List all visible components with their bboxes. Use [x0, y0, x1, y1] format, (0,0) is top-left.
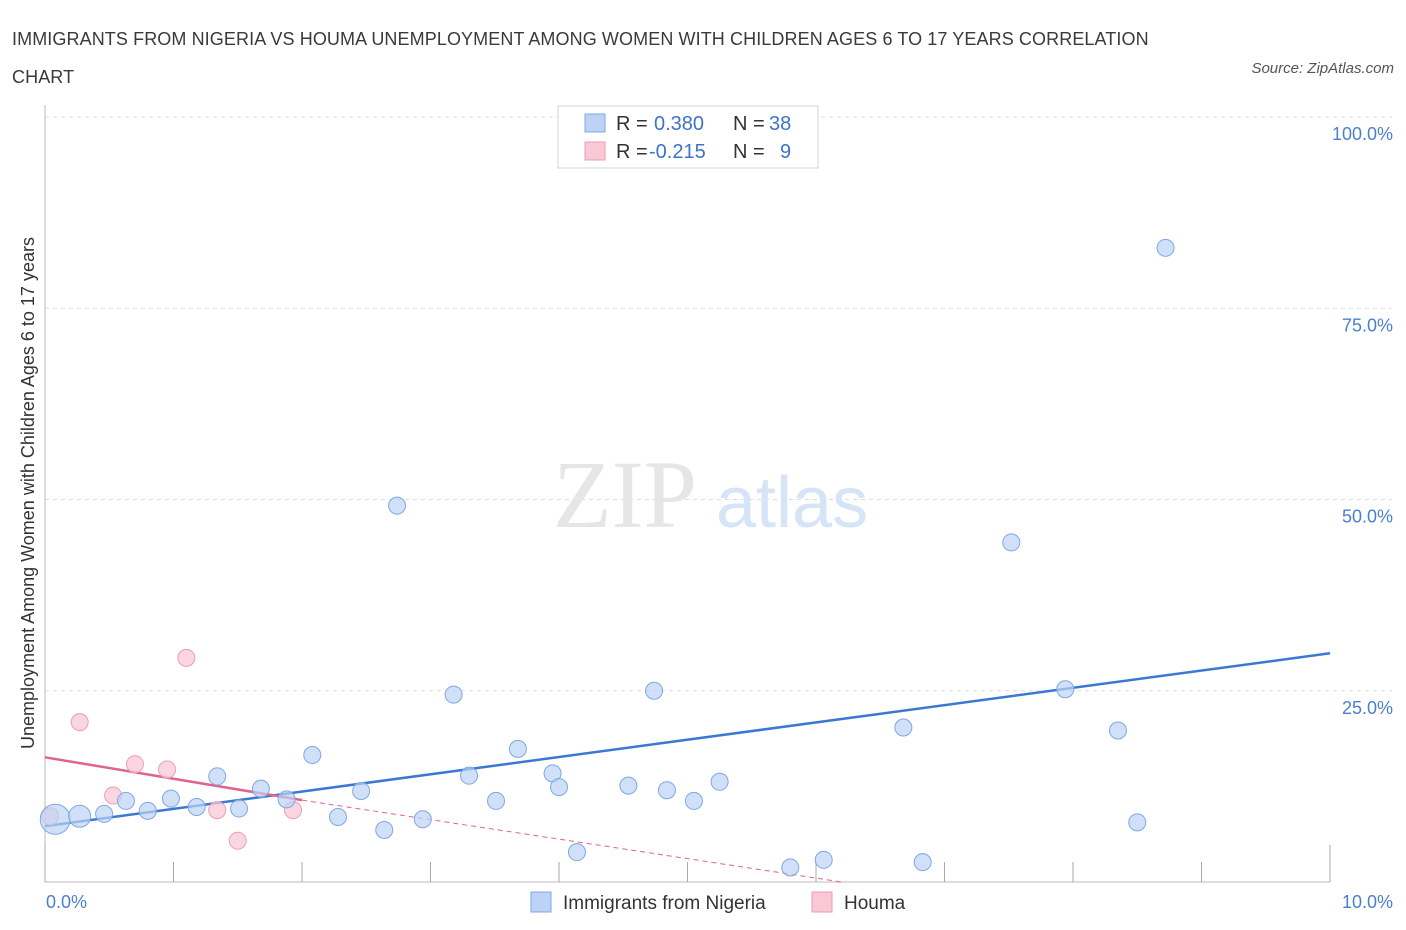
legend-r-nigeria: 0.380: [654, 113, 704, 135]
series-legend-label-houma: Houma: [844, 893, 906, 914]
legend-r-label-nigeria: R =: [616, 113, 648, 135]
data-point-nigeria: [328, 807, 347, 826]
y-axis-title: Unemployment Among Women with Children A…: [18, 237, 38, 749]
data-point-nigeria: [303, 746, 322, 765]
data-point-nigeria: [39, 803, 71, 835]
data-point-houma: [158, 760, 177, 779]
data-point-houma: [177, 648, 196, 667]
trend-line-houma-extrapolated: [301, 799, 842, 883]
data-point-nigeria: [894, 718, 913, 737]
watermark-atlas: atlas: [716, 463, 868, 543]
series-legend-swatch-nigeria: [530, 891, 552, 913]
legend-r-houma: -0.215: [649, 141, 706, 163]
data-point-nigeria: [187, 798, 206, 817]
data-point-nigeria: [913, 853, 932, 872]
data-point-nigeria: [550, 778, 568, 797]
data-point-nigeria: [1108, 721, 1127, 740]
data-point-nigeria: [277, 790, 296, 809]
watermark-zip: ZIP: [553, 441, 697, 548]
data-point-nigeria: [208, 767, 227, 786]
series-legend: Immigrants from Nigeria Houma: [530, 891, 906, 914]
data-point-nigeria: [251, 779, 270, 798]
source-credit: Source: ZipAtlas.com: [1251, 60, 1394, 77]
legend-swatch-houma: [584, 141, 606, 161]
data-point-nigeria: [460, 766, 479, 785]
series-legend-swatch-houma: [811, 891, 833, 913]
data-point-nigeria: [1002, 533, 1021, 552]
axes: [44, 105, 1331, 883]
data-point-nigeria: [1156, 238, 1175, 257]
data-point-houma: [208, 801, 227, 820]
series-legend-label-nigeria: Immigrants from Nigeria: [563, 893, 766, 914]
watermark: ZIP atlas: [553, 441, 868, 548]
data-point-houma: [125, 755, 144, 774]
data-point-nigeria: [95, 804, 114, 823]
data-point-nigeria: [116, 791, 135, 810]
gridlines: [45, 116, 1392, 692]
y-tick-label: 100.0%: [1332, 124, 1393, 144]
data-point-nigeria: [645, 681, 664, 700]
y-tick-label: 50.0%: [1342, 507, 1393, 527]
x-tick-label: 10.0%: [1342, 892, 1393, 912]
tick-labels: 100.0% 75.0% 50.0% 25.0% 0.0% 10.0%: [46, 124, 1393, 912]
data-point-nigeria: [814, 850, 833, 869]
data-point-nigeria: [657, 781, 676, 800]
correlation-legend: R = 0.380 N = 38 R = -0.215 N = 9: [557, 105, 819, 169]
legend-n-label-nigeria: N =: [733, 113, 765, 135]
legend-n-label-houma: N =: [733, 141, 765, 163]
data-point-nigeria: [781, 858, 800, 877]
chart-title: IMMIGRANTS FROM NIGERIA VS HOUMA UNEMPLO…: [12, 29, 1149, 87]
data-point-houma: [228, 831, 247, 850]
data-point-nigeria: [684, 791, 703, 810]
data-point-nigeria: [508, 739, 527, 758]
data-point-nigeria: [230, 799, 249, 818]
data-point-nigeria: [567, 843, 586, 862]
data-point-nigeria: [375, 820, 394, 839]
legend-n-nigeria: 38: [769, 113, 791, 135]
legend-r-label-houma: R =: [616, 141, 648, 163]
data-point-nigeria: [352, 781, 371, 800]
data-point-nigeria: [1128, 813, 1147, 832]
data-point-nigeria: [710, 772, 729, 791]
legend-n-houma: 9: [780, 141, 791, 163]
data-point-nigeria: [138, 801, 157, 820]
y-tick-label: 25.0%: [1342, 698, 1393, 718]
data-point-nigeria: [619, 776, 638, 795]
data-point-nigeria: [413, 810, 432, 829]
y-tick-label: 75.0%: [1342, 315, 1393, 335]
data-point-nigeria: [487, 791, 506, 810]
x-tick-label: 0.0%: [46, 892, 87, 912]
data-point-nigeria: [1056, 680, 1075, 699]
data-point-nigeria: [388, 496, 407, 515]
legend-swatch-nigeria: [584, 113, 606, 133]
data-point-nigeria: [444, 685, 463, 704]
data-point-nigeria: [68, 804, 92, 828]
data-point-houma: [70, 713, 89, 732]
data-points: [39, 238, 1175, 877]
data-point-nigeria: [161, 789, 180, 808]
